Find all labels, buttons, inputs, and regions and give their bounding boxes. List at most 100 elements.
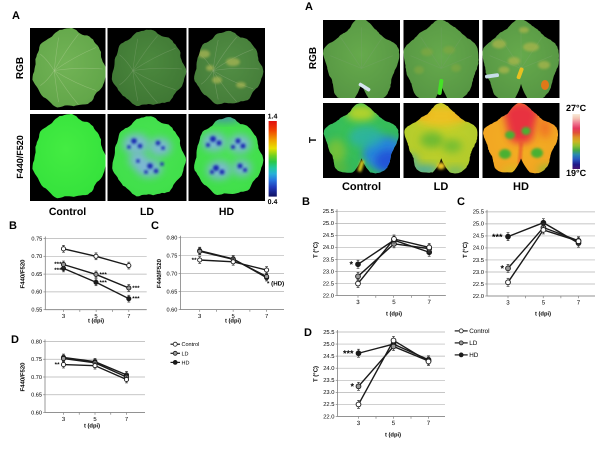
svg-text:0.70: 0.70 [31, 375, 42, 381]
svg-text:24.5: 24.5 [323, 353, 334, 360]
svg-text:***: *** [132, 285, 140, 292]
svg-text:0.75: 0.75 [31, 236, 42, 242]
svg-text:5: 5 [93, 416, 97, 423]
svg-text:T (°C): T (°C) [462, 242, 469, 258]
svg-text:22.5: 22.5 [323, 401, 334, 408]
svg-text:A: A [305, 1, 313, 13]
svg-text:t (dpi): t (dpi) [88, 318, 104, 325]
svg-text:22.0: 22.0 [473, 293, 484, 300]
svg-text:F440/F520: F440/F520 [156, 258, 163, 288]
svg-text:*: * [350, 382, 354, 392]
svg-text:RGB: RGB [308, 47, 319, 69]
svg-text:LD: LD [469, 340, 478, 347]
svg-text:0.60: 0.60 [31, 290, 42, 296]
svg-text:24.0: 24.0 [473, 245, 484, 252]
svg-text:27°C: 27°C [566, 103, 587, 113]
svg-text:24.0: 24.0 [323, 244, 334, 251]
svg-text:22.5: 22.5 [473, 281, 484, 288]
svg-text:5: 5 [392, 420, 396, 427]
svg-text:Control: Control [342, 181, 381, 193]
svg-text:*: * [349, 260, 353, 270]
svg-text:23.0: 23.0 [323, 389, 334, 396]
svg-text:C: C [457, 196, 465, 208]
svg-text:T (°C): T (°C) [313, 366, 320, 382]
svg-text:5: 5 [392, 299, 396, 306]
svg-text:24.0: 24.0 [323, 365, 334, 372]
svg-text:F440/F520: F440/F520 [15, 135, 25, 179]
svg-text:0.65: 0.65 [167, 289, 178, 295]
svg-text:23.5: 23.5 [323, 256, 334, 263]
svg-text:**: ** [192, 257, 197, 264]
svg-text:19°C: 19°C [566, 168, 587, 178]
svg-text:F440/F520: F440/F520 [20, 259, 27, 289]
svg-text:3: 3 [62, 416, 66, 423]
svg-text:D: D [11, 334, 19, 346]
svg-text:7: 7 [427, 420, 431, 427]
svg-text:RGB: RGB [15, 57, 26, 79]
svg-text:0.80: 0.80 [167, 236, 178, 242]
svg-text:7: 7 [127, 313, 130, 320]
svg-text:25.0: 25.0 [323, 341, 334, 348]
svg-text:***: *** [54, 267, 62, 274]
svg-text:25.5: 25.5 [323, 208, 334, 215]
svg-text:HD: HD [469, 352, 479, 359]
svg-text:0.65: 0.65 [31, 272, 42, 278]
svg-text:0.4: 0.4 [268, 199, 278, 206]
svg-text:HD: HD [513, 181, 529, 193]
svg-text:**: ** [55, 362, 60, 369]
svg-text:A: A [12, 10, 20, 22]
svg-text:5: 5 [232, 313, 236, 320]
svg-text:0.55: 0.55 [31, 308, 42, 314]
svg-text:22.0: 22.0 [323, 413, 334, 420]
svg-text:25.0: 25.0 [323, 220, 334, 227]
svg-text:5: 5 [94, 313, 98, 320]
svg-text:22.5: 22.5 [323, 280, 334, 287]
svg-text:25.0: 25.0 [473, 221, 484, 228]
svg-text:F440/F520: F440/F520 [20, 362, 27, 392]
svg-text:t (dpi): t (dpi) [535, 311, 551, 318]
svg-text:3: 3 [506, 300, 510, 307]
svg-text:0.80: 0.80 [31, 339, 42, 345]
svg-text:B: B [302, 196, 310, 208]
svg-text:***: *** [54, 261, 62, 268]
svg-text:t (dpi): t (dpi) [386, 311, 402, 318]
svg-text:Control: Control [182, 342, 200, 348]
svg-text:23.5: 23.5 [473, 257, 484, 264]
svg-text:***: *** [492, 232, 503, 242]
svg-text:1.4: 1.4 [268, 114, 278, 121]
svg-text:5: 5 [542, 300, 546, 307]
svg-text:3: 3 [198, 313, 202, 320]
svg-text:7: 7 [265, 313, 268, 320]
svg-text:LD: LD [140, 206, 154, 218]
svg-text:24.5: 24.5 [473, 233, 484, 240]
svg-text:***: *** [343, 348, 354, 358]
svg-text:t (dpi): t (dpi) [84, 423, 100, 430]
svg-text:B: B [9, 220, 17, 232]
svg-text:D: D [304, 327, 312, 339]
svg-text:HD: HD [219, 206, 235, 218]
svg-text:T: T [308, 137, 319, 143]
svg-text:7: 7 [125, 416, 128, 423]
svg-text:0.60: 0.60 [167, 307, 178, 313]
svg-text:0.75: 0.75 [167, 253, 178, 259]
svg-text:25.5: 25.5 [323, 329, 334, 336]
svg-text:23.5: 23.5 [323, 377, 334, 384]
svg-text:0.75: 0.75 [31, 357, 42, 363]
svg-text:0.70: 0.70 [167, 271, 178, 277]
svg-text:LD: LD [182, 351, 189, 357]
svg-text:* (HD): * (HD) [267, 281, 284, 288]
svg-text:7: 7 [428, 299, 432, 306]
svg-text:3: 3 [356, 299, 360, 306]
svg-text:C: C [151, 220, 159, 232]
svg-text:0.65: 0.65 [31, 393, 42, 399]
svg-text:7: 7 [577, 300, 581, 307]
svg-text:0.70: 0.70 [31, 254, 42, 260]
svg-text:LD: LD [434, 181, 449, 193]
svg-text:T (°C): T (°C) [313, 242, 320, 258]
svg-text:Control: Control [469, 328, 489, 335]
svg-text:0.60: 0.60 [31, 410, 42, 416]
svg-text:25.5: 25.5 [473, 209, 484, 216]
svg-text:***: *** [100, 272, 108, 279]
svg-text:Control: Control [49, 206, 86, 218]
svg-text:t (dpi): t (dpi) [385, 432, 401, 439]
